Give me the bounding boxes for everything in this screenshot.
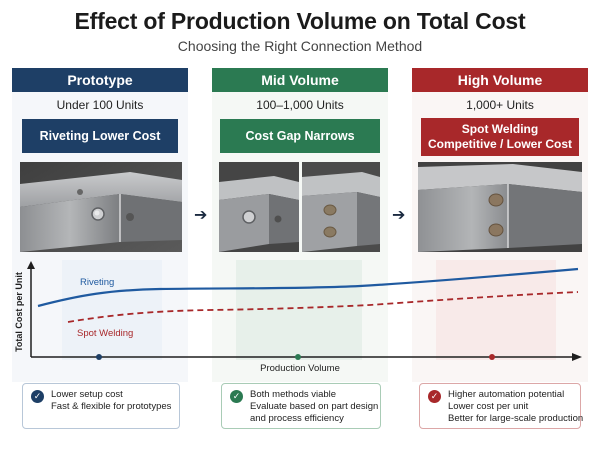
high-volume-units: 1,000+ Units [466, 98, 534, 112]
high-volume-method-line1: Spot Welding [461, 122, 539, 136]
check-icon: ✓ [31, 390, 44, 403]
y-axis-label: Total Cost per Unit [14, 272, 24, 352]
prototype-band [62, 260, 162, 360]
y-axis-arrow-icon [27, 261, 35, 269]
spot-welding-curve [67, 291, 579, 323]
note-line: Both methods viable [250, 389, 337, 400]
cost-curve-chart: Total Cost per Unit Production Volume Ri… [14, 260, 582, 374]
high-volume-notes: ✓ Higher automation potential Lower cost… [419, 383, 584, 429]
spot-welded-corner-photo [418, 162, 582, 252]
x-axis-label: Production Volume [260, 363, 340, 374]
mid-volume-rivet-photo [219, 162, 299, 252]
prototype-method-label: Riveting Lower Cost [22, 119, 178, 153]
prototype-units: Under 100 Units [56, 98, 144, 112]
mid-volume-units: 100–1,000 Units [256, 98, 344, 112]
flow-arrow-icon: ➔ [194, 207, 208, 224]
mid-volume-method-label: Cost Gap Narrows [220, 119, 380, 153]
high-volume-method-label: Spot Welding Competitive / Lower Cost [421, 118, 579, 156]
spot-welding-series-label: Spot Welding [77, 328, 133, 339]
prototype-header: Prototype [12, 68, 188, 92]
check-icon: ✓ [230, 390, 243, 403]
note-line: and process efficiency [250, 413, 344, 424]
x-axis-arrow-icon [572, 353, 582, 361]
note-line: Lower cost per unit [448, 401, 529, 412]
mid-volume-weld-photo [302, 162, 380, 252]
mid-volume-header: Mid Volume [212, 68, 388, 92]
high-volume-method-line2: Competitive / Lower Cost [427, 137, 573, 151]
mid-volume-marker [295, 354, 301, 360]
note-line: Fast & flexible for prototypes [51, 401, 172, 412]
check-icon: ✓ [428, 390, 441, 403]
note-line: Evaluate based on part design [250, 401, 379, 412]
riveted-corner-photo [20, 162, 182, 252]
high-volume-marker [489, 354, 495, 360]
riveting-series-label: Riveting [80, 277, 114, 288]
prototype-marker [96, 354, 102, 360]
page-title: Effect of Production Volume on Total Cos… [74, 8, 526, 34]
riveting-curve [37, 267, 579, 308]
mid-volume-band [236, 260, 362, 360]
note-line: Better for large-scale production [448, 413, 584, 424]
flow-arrow-icon: ➔ [392, 207, 406, 224]
note-line: Higher automation potential [448, 389, 565, 400]
page-subtitle: Choosing the Right Connection Method [177, 38, 423, 54]
mid-volume-notes: ✓ Both methods viable Evaluate based on … [221, 383, 381, 429]
high-volume-header: High Volume [412, 68, 588, 92]
note-line: Lower setup cost [51, 389, 123, 400]
prototype-notes: ✓ Lower setup cost Fast & flexible for p… [22, 383, 180, 429]
